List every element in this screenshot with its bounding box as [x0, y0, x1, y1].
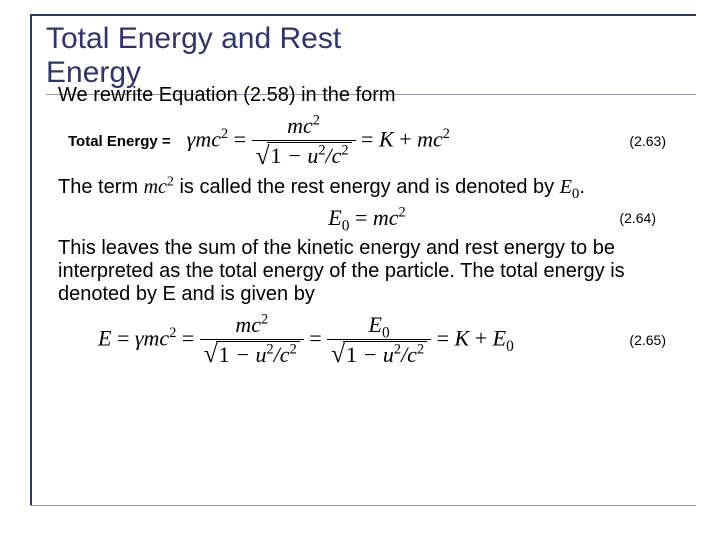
equation-3: E = γmc2 = mc2 √1 − u2/c2 = E0 √1 − u2/c…: [98, 312, 514, 369]
equation-1-row: Total Energy = γmc2 = mc2 √1 − u2/c2 = K…: [58, 113, 676, 170]
equation-3-number: (2.65): [629, 332, 666, 348]
paragraph-1: We rewrite Equation (2.58) in the form: [58, 84, 676, 107]
equation-3-row: E = γmc2 = mc2 √1 − u2/c2 = E0 √1 − u2/c…: [98, 312, 676, 369]
border-bottom: [30, 505, 696, 506]
paragraph-3: This leaves the sum of the kinetic energ…: [58, 237, 676, 306]
border-top: [30, 14, 696, 16]
equation-1: γmc2 = mc2 √1 − u2/c2 = K + mc2: [187, 113, 450, 170]
equation-2-number: (2.64): [619, 210, 656, 226]
p2-pre: The term: [58, 176, 144, 198]
p2-E0: E0: [560, 176, 580, 198]
p2-mc2: mc2: [144, 176, 174, 198]
border-left: [30, 14, 32, 506]
equation-2-row: E0 = mc2 (2.64): [58, 205, 676, 231]
p2-end: .: [579, 176, 585, 198]
equation-1-label: Total Energy =: [68, 133, 171, 150]
equation-2: E0 = mc2: [328, 205, 405, 231]
slide-frame: Total Energy and Rest Energy We rewrite …: [24, 14, 696, 526]
p2-post: is called the rest energy and is denoted…: [174, 176, 560, 198]
equation-1-number: (2.63): [629, 133, 666, 149]
paragraph-2: The term mc2 is called the rest energy a…: [58, 176, 676, 199]
content-area: We rewrite Equation (2.58) in the form T…: [58, 84, 676, 374]
